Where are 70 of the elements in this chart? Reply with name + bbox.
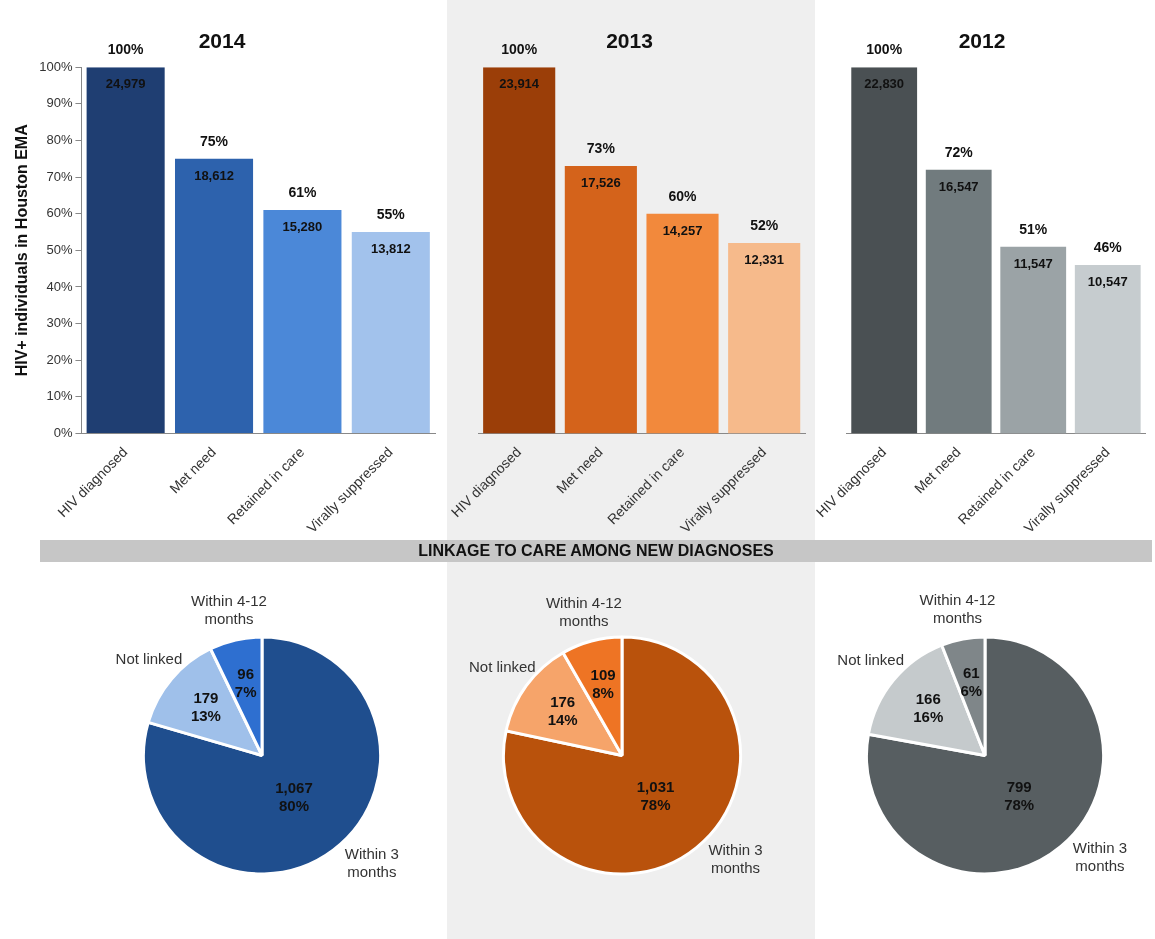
slice-label: Within 3 months — [708, 840, 763, 876]
data-label: 179 13% — [190, 689, 221, 725]
data-label: 100% — [107, 41, 145, 58]
annotation: 10,547 — [1087, 274, 1128, 290]
slice-label: Not linked — [837, 651, 905, 669]
data-label: 60% — [668, 187, 698, 204]
y-tick-label: 100% — [39, 58, 73, 74]
slice-label: Not linked — [468, 658, 536, 676]
slice-label: Within 3 months — [1072, 839, 1127, 875]
annotation: 22,830 — [864, 76, 905, 92]
bar — [851, 67, 918, 434]
bar — [1000, 246, 1067, 434]
data-label: 96 7% — [234, 665, 257, 701]
data-label: 100% — [866, 41, 903, 58]
y-tick-label: 40% — [46, 278, 73, 294]
data-label: 1,031 78% — [636, 778, 675, 814]
y-tick-label: 70% — [46, 168, 73, 184]
data-label: 1,067 80% — [275, 779, 313, 815]
annotation: 17,526 — [580, 175, 621, 191]
slice-label: Not linked — [115, 649, 183, 667]
data-label: 109 8% — [590, 665, 616, 701]
y-tick-label: 50% — [46, 241, 73, 257]
annotation: 12,331 — [744, 252, 785, 268]
bar — [1074, 264, 1141, 434]
slice-label: Within 4-12 months — [545, 593, 622, 629]
annotation: 24,979 — [105, 76, 146, 92]
bar — [646, 213, 719, 434]
data-label: 166 16% — [913, 689, 944, 725]
bar — [175, 158, 254, 433]
annotation: 18,612 — [194, 167, 234, 183]
y-tick-label: 90% — [46, 95, 73, 111]
annotation: 14,257 — [662, 222, 703, 238]
y-tick-label: 30% — [46, 315, 73, 331]
data-label: 61 6% — [960, 664, 983, 700]
annotation: 15,280 — [282, 219, 323, 235]
data-label: 61% — [288, 183, 317, 200]
annotation: 11,547 — [1013, 255, 1053, 271]
bar — [86, 67, 165, 433]
y-tick-label: 20% — [46, 351, 73, 367]
chart-title: 2012 — [958, 29, 1006, 53]
data-label: 46% — [1093, 238, 1123, 255]
data-label: 72% — [944, 143, 974, 160]
bar — [263, 210, 342, 433]
y-tick-label: 0% — [53, 424, 73, 440]
slice-label: Within 4-12 months — [919, 591, 996, 627]
annotation: 13,812 — [370, 241, 411, 257]
y-axis-title: HIV+ individuals in Houston EMA — [13, 123, 31, 377]
y-tick-label: 60% — [46, 205, 73, 221]
slice-label: Within 3 months — [344, 844, 399, 880]
y-tick-label: 80% — [46, 132, 73, 148]
bar — [351, 232, 430, 433]
bar — [564, 166, 637, 434]
bar — [728, 242, 801, 434]
data-label: 100% — [501, 41, 538, 58]
data-label: 52% — [750, 216, 779, 233]
data-label: 73% — [586, 139, 616, 156]
data-label: 75% — [200, 132, 229, 149]
chart-title: 2013 — [606, 29, 653, 53]
data-label: 799 78% — [1004, 777, 1035, 813]
bar — [483, 67, 556, 434]
chart-title: 2014 — [198, 29, 246, 53]
data-label: 51% — [1019, 220, 1048, 237]
annotation: 16,547 — [938, 178, 979, 194]
annotation: 23,914 — [499, 76, 540, 92]
bar — [925, 169, 992, 434]
data-label: 55% — [376, 205, 406, 222]
chart-title: LINKAGE TO CARE AMONG NEW DIAGNOSES — [40, 540, 1152, 562]
y-tick-label: 10% — [46, 388, 73, 404]
data-label: 176 14% — [547, 693, 578, 729]
slice-label: Within 4-12 months — [191, 592, 267, 628]
